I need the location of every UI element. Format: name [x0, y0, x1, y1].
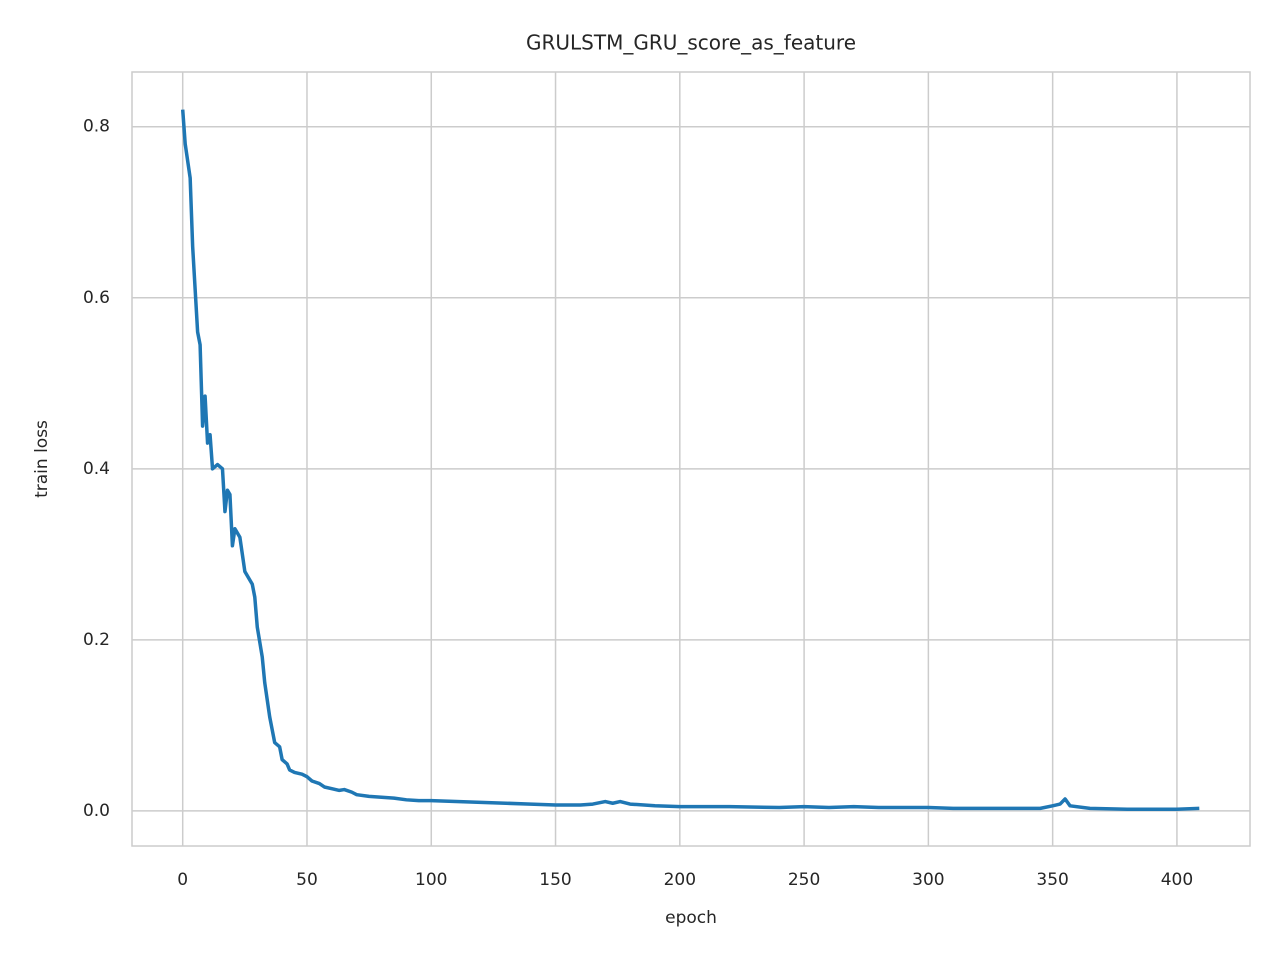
y-tick-label: 0.4 — [83, 459, 110, 479]
line-series — [180, 109, 1200, 811]
plot-frame — [131, 71, 1251, 847]
y-tick-label: 0.6 — [83, 288, 110, 308]
y-tick-label: 0.0 — [83, 801, 110, 821]
y-axis-label: train loss — [32, 420, 52, 498]
x-tick-label: 300 — [912, 870, 944, 890]
chart-title: GRULSTM_GRU_score_as_feature — [526, 31, 856, 55]
x-tick-label: 400 — [1161, 870, 1193, 890]
x-tick-label: 0 — [177, 870, 188, 890]
x-tick-label: 150 — [539, 870, 571, 890]
x-axis-label: epoch — [665, 908, 717, 928]
x-tick-label: 200 — [664, 870, 696, 890]
y-tick-label: 0.8 — [83, 117, 110, 137]
x-tick-label: 250 — [788, 870, 820, 890]
x-tick-label: 100 — [415, 870, 447, 890]
y-tick-label: 0.2 — [83, 630, 110, 650]
x-tick-label: 350 — [1036, 870, 1068, 890]
x-tick-label: 50 — [296, 870, 318, 890]
